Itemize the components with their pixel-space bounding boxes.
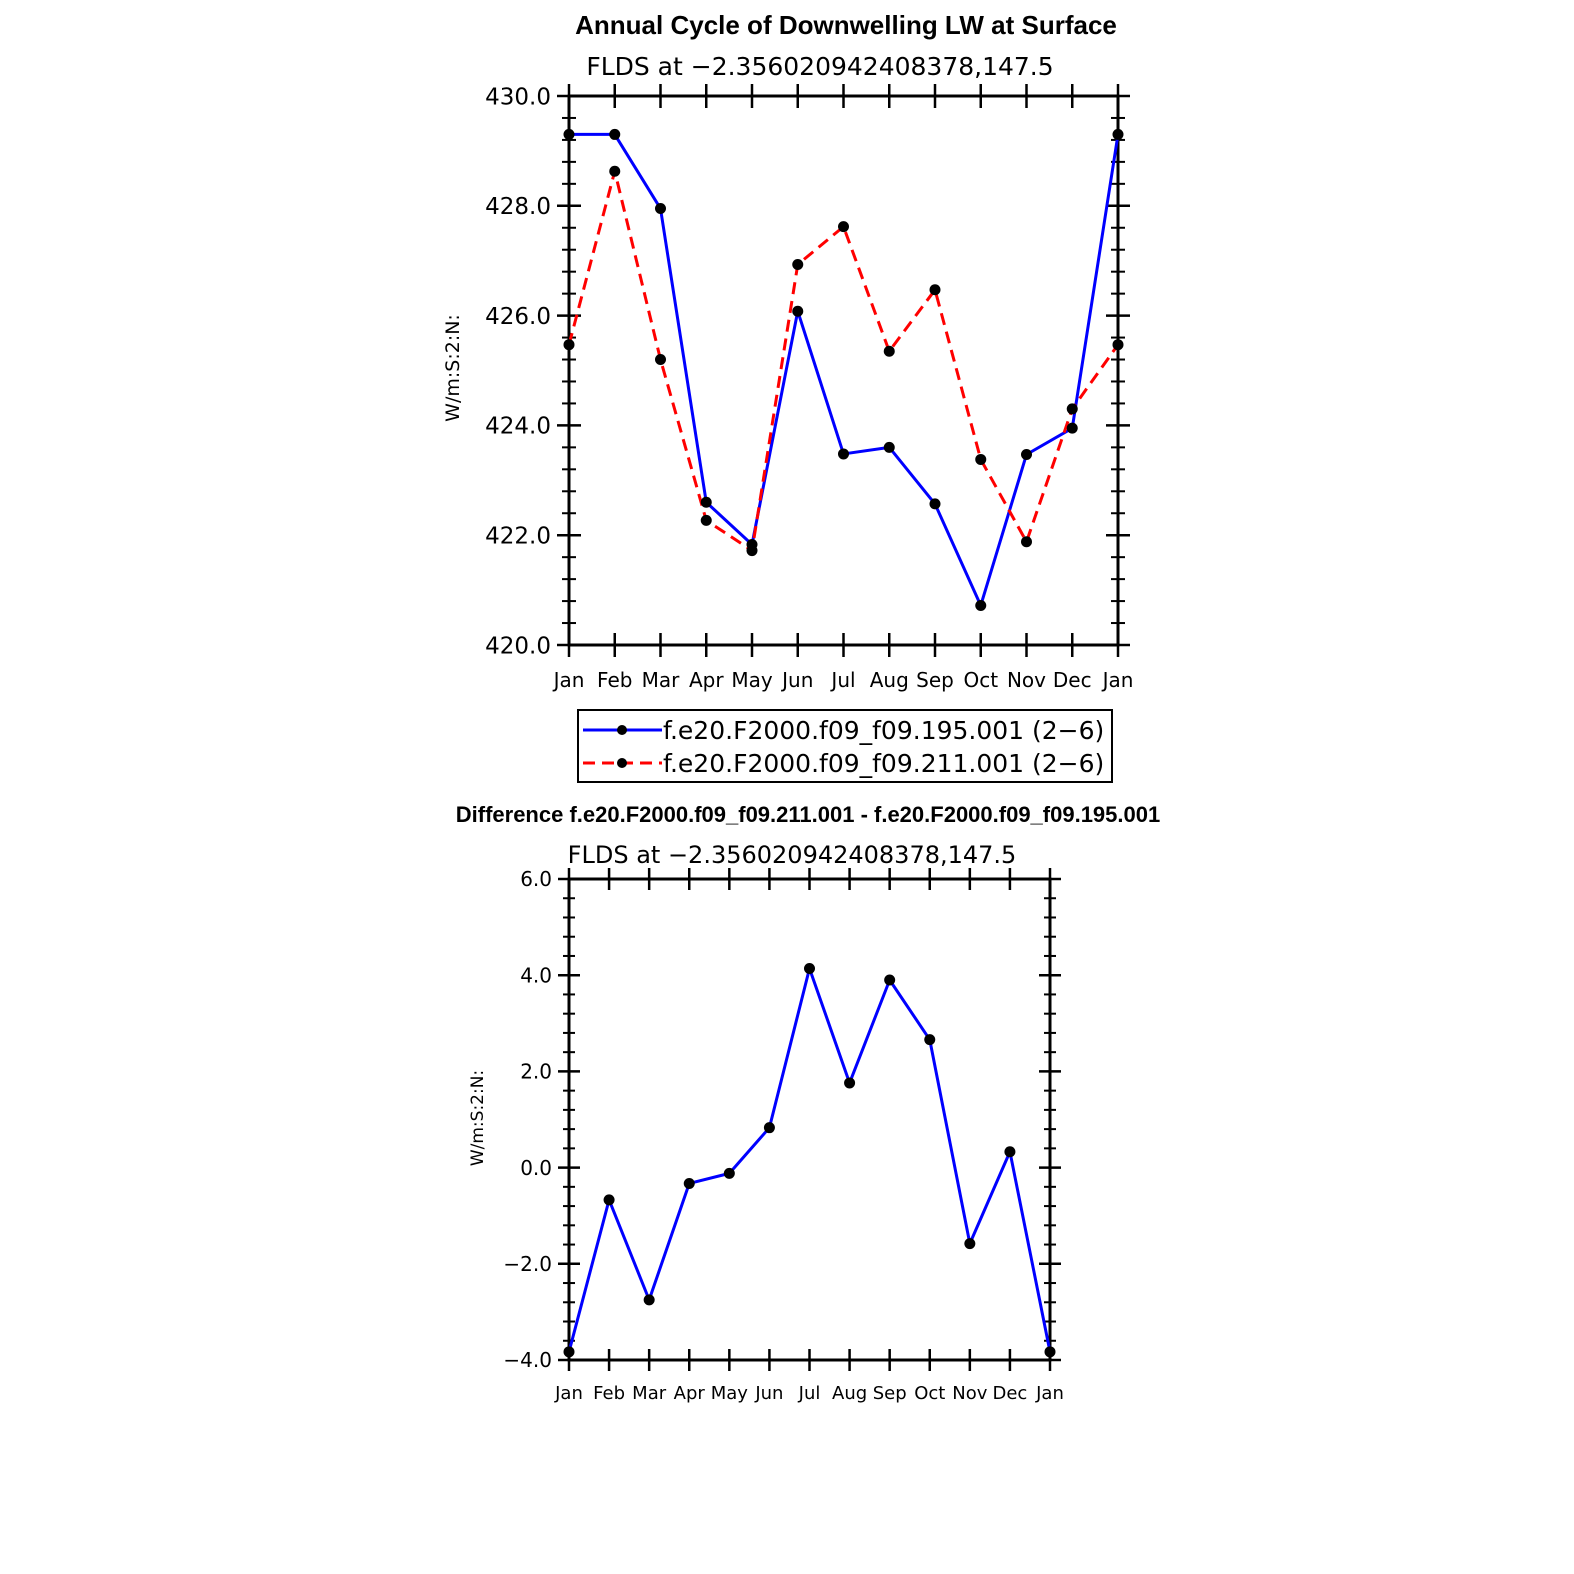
chart2-series-1-point bbox=[683, 1177, 695, 1189]
chart1-series-1-point bbox=[975, 599, 987, 611]
chart1-series-2-point bbox=[700, 514, 712, 526]
chart1-plot-area: 420.0 422.0 424.0 426.0 428.0 430.0 Jan Feb Mar A… bbox=[485, 84, 1133, 692]
x-tick-label: Dec bbox=[1053, 668, 1092, 692]
chart1-series-1-point bbox=[655, 203, 666, 215]
chart2-plot-area: −4.0 −2.0 0.0 2.0 4.0 6.0 Jan Feb Mar Apr May Jun Ju… bbox=[503, 867, 1063, 1404]
chart1-series-1-point bbox=[929, 498, 941, 510]
chart2-series-1-point bbox=[1044, 1346, 1056, 1358]
chart2-y-axis-label: W/m:S:2:N: bbox=[468, 1070, 488, 1166]
x-tick-label: Jan bbox=[554, 1383, 583, 1404]
legend-label-series-2: f.e20.F2000.f09_f09.211.001 (2−6) bbox=[663, 749, 1104, 778]
chart2-series-1-point bbox=[723, 1167, 735, 1179]
chart2-series-1-point bbox=[804, 962, 815, 974]
chart1-series-2-point bbox=[883, 345, 895, 357]
chart2-frame bbox=[567, 877, 1052, 1362]
chart2-subtitle: FLDS at −2.356020942408378,147.5 bbox=[568, 841, 1017, 869]
chart1-series-2-point bbox=[1112, 339, 1124, 351]
legend-marker-series-2 bbox=[617, 758, 627, 768]
legend-marker-series-1 bbox=[617, 725, 627, 735]
chart1-series-2-point bbox=[1021, 536, 1032, 548]
chart2-series-1-point bbox=[763, 1122, 775, 1134]
y-tick-label: 428.0 bbox=[485, 194, 551, 220]
x-tick-label: Jul bbox=[798, 1383, 821, 1404]
y-tick-label: −2.0 bbox=[503, 1252, 552, 1276]
chart2-series-1-point bbox=[924, 1034, 936, 1046]
chart1-subtitle: FLDS at −2.356020942408378,147.5 bbox=[586, 52, 1053, 81]
x-tick-label: Jan bbox=[1035, 1383, 1064, 1404]
y-tick-label: 422.0 bbox=[485, 523, 551, 549]
chart1-series-2-point bbox=[838, 221, 849, 233]
chart1-series-1-point bbox=[609, 128, 621, 140]
chart1-frame bbox=[567, 94, 1120, 647]
chart1-series-2-point bbox=[975, 453, 987, 465]
chart1-series-2-point bbox=[1066, 403, 1078, 415]
chart2-series-1-point bbox=[844, 1077, 856, 1089]
chart1-series-2-point bbox=[609, 165, 621, 177]
chart2-series-1-point bbox=[643, 1294, 655, 1306]
chart1-series-1-point bbox=[883, 441, 895, 453]
y-tick-label: 426.0 bbox=[485, 304, 551, 330]
chart1-series-2-point bbox=[792, 259, 804, 271]
chart1-series-1-point bbox=[1066, 422, 1078, 434]
chart1-y-axis-label: W/m:S:2:N: bbox=[442, 314, 464, 422]
x-tick-label: May bbox=[731, 668, 773, 692]
y-tick-label: 420.0 bbox=[485, 633, 551, 659]
x-tick-label: Sep bbox=[916, 668, 954, 692]
chart1-series-2-point bbox=[655, 354, 666, 366]
x-tick-label: Apr bbox=[674, 1383, 706, 1404]
legend-entry-series-2: f.e20.F2000.f09_f09.211.001 (2−6) bbox=[583, 749, 1104, 778]
x-tick-label: Oct bbox=[914, 1383, 945, 1404]
y-tick-label: 424.0 bbox=[485, 414, 551, 440]
x-tick-label: Jun bbox=[780, 668, 813, 692]
x-tick-label: Dec bbox=[992, 1383, 1027, 1404]
chart1-series-2-point bbox=[563, 339, 575, 351]
chart2-series-1-line bbox=[567, 966, 1052, 1353]
chart1-legend: f.e20.F2000.f09_f09.195.001 (2−6) f.e20.… bbox=[577, 709, 1113, 783]
chart2-series-1-point bbox=[603, 1194, 615, 1206]
x-tick-label: Nov bbox=[952, 1383, 987, 1404]
chart2-series-1-point bbox=[1004, 1146, 1016, 1158]
x-tick-label: Nov bbox=[1007, 668, 1046, 692]
x-tick-label: Sep bbox=[873, 1383, 907, 1404]
y-tick-label: 6.0 bbox=[520, 867, 552, 891]
y-tick-label: 4.0 bbox=[520, 963, 552, 987]
legend-box bbox=[577, 709, 1113, 783]
chart1-series-2-point bbox=[746, 545, 758, 557]
chart2-title: Difference f.e20.F2000.f09_f09.211.001 -… bbox=[456, 802, 1160, 827]
chart1-series-2-point bbox=[929, 284, 941, 296]
x-tick-label: Jan bbox=[1101, 668, 1134, 692]
legend-label-series-1: f.e20.F2000.f09_f09.195.001 (2−6) bbox=[663, 716, 1104, 745]
x-tick-label: Feb bbox=[593, 1383, 625, 1404]
chart1-series-1-line bbox=[569, 132, 1120, 607]
chart1-series-1-point bbox=[838, 448, 849, 460]
y-tick-label: −4.0 bbox=[503, 1348, 552, 1372]
x-tick-label: Jun bbox=[754, 1383, 783, 1404]
chart1-series-1-point bbox=[700, 496, 712, 508]
x-tick-label: Feb bbox=[597, 668, 632, 692]
y-tick-label: 0.0 bbox=[520, 1156, 552, 1180]
x-tick-label: Jul bbox=[829, 668, 855, 692]
x-tick-label: Aug bbox=[832, 1383, 867, 1404]
chart1-series-1-point bbox=[792, 305, 804, 317]
x-tick-label: Aug bbox=[870, 668, 909, 692]
x-tick-label: Mar bbox=[632, 1383, 667, 1404]
x-tick-label: May bbox=[711, 1383, 749, 1404]
x-tick-label: Apr bbox=[689, 668, 724, 692]
x-tick-label: Oct bbox=[963, 668, 998, 692]
y-tick-label: 430.0 bbox=[485, 84, 551, 110]
chart1-title: Annual Cycle of Downwelling LW at Surfac… bbox=[575, 10, 1117, 40]
chart1-series-1-point bbox=[1021, 448, 1032, 460]
x-tick-label: Mar bbox=[642, 668, 681, 692]
chart2-series-1-point bbox=[563, 1346, 575, 1358]
chart1-series-1-point bbox=[563, 128, 575, 140]
y-tick-label: 2.0 bbox=[520, 1060, 552, 1084]
legend-entry-series-1: f.e20.F2000.f09_f09.195.001 (2−6) bbox=[583, 716, 1104, 745]
chart2-series-1-point bbox=[964, 1238, 976, 1250]
chart1-series-1-point bbox=[1112, 128, 1124, 140]
chart2-series-1-point bbox=[884, 974, 896, 986]
x-tick-label: Jan bbox=[552, 668, 585, 692]
